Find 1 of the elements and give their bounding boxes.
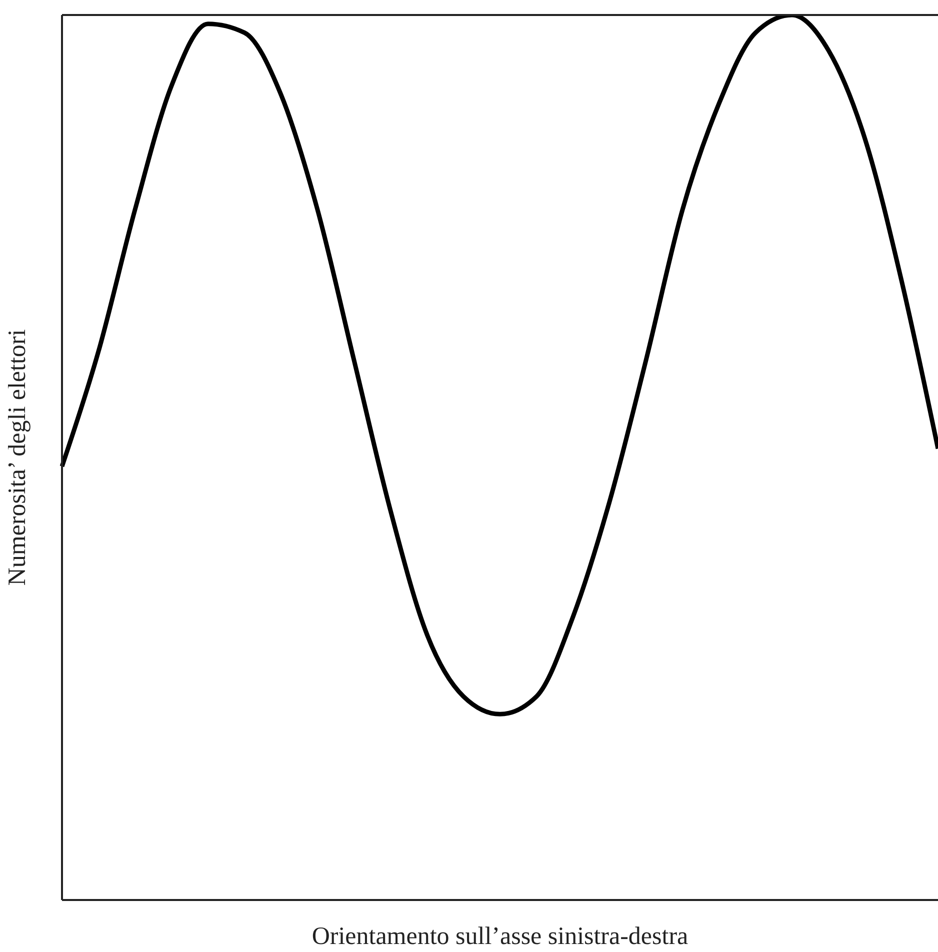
x-axis-title: Orientamento sull’asse sinistra-destra xyxy=(312,923,688,950)
